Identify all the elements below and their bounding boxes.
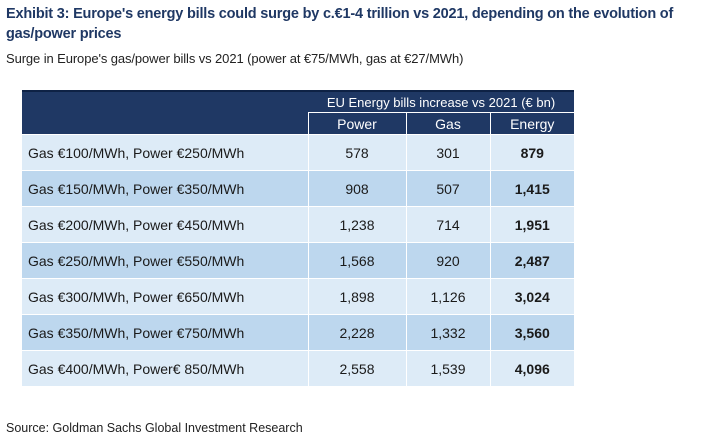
energy-value: 2,487 (489, 242, 575, 279)
energy-value: 3,024 (489, 278, 575, 315)
group-header-row: EU Energy bills increase vs 2021 (€ bn) (22, 90, 575, 113)
energy-bills-table: EU Energy bills increase vs 2021 (€ bn) … (22, 90, 575, 386)
column-header-power: Power (307, 112, 406, 135)
gas-value: 1,332 (405, 314, 490, 351)
energy-value: 1,951 (489, 206, 575, 243)
power-value: 908 (307, 170, 406, 207)
column-header-row: Power Gas Energy (22, 112, 575, 135)
gas-value: 1,126 (405, 278, 490, 315)
table-row: Gas €250/MWh, Power €550/MWh 1,568 920 2… (22, 242, 575, 279)
gas-value: 714 (405, 206, 490, 243)
exhibit-subtitle: Surge in Europe's gas/power bills vs 202… (6, 51, 464, 66)
gas-value: 301 (405, 134, 490, 171)
table-row: Gas €200/MWh, Power €450/MWh 1,238 714 1… (22, 206, 575, 243)
column-header-gas: Gas (405, 112, 490, 135)
energy-value: 879 (489, 134, 575, 171)
scenario-label: Gas €100/MWh, Power €250/MWh (22, 134, 308, 171)
scenario-label: Gas €150/MWh, Power €350/MWh (22, 170, 308, 207)
source-note: Source: Goldman Sachs Global Investment … (6, 421, 303, 435)
power-value: 2,228 (307, 314, 406, 351)
column-header-energy: Energy (489, 112, 575, 135)
power-value: 1,238 (307, 206, 406, 243)
energy-value: 4,096 (489, 350, 575, 386)
scenario-label: Gas €300/MWh, Power €650/MWh (22, 278, 308, 315)
power-value: 1,898 (307, 278, 406, 315)
power-value: 578 (307, 134, 406, 171)
scenario-label: Gas €400/MWh, Power€ 850/MWh (22, 350, 308, 386)
gas-value: 1,539 (405, 350, 490, 386)
table-row: Gas €350/MWh, Power €750/MWh 2,228 1,332… (22, 314, 575, 351)
gas-value: 507 (405, 170, 490, 207)
group-header: EU Energy bills increase vs 2021 (€ bn) (308, 90, 575, 113)
scenario-label: Gas €200/MWh, Power €450/MWh (22, 206, 308, 243)
header-blank-cell (22, 112, 308, 135)
table-row: Gas €100/MWh, Power €250/MWh 578 301 879 (22, 134, 575, 171)
energy-value: 1,415 (489, 170, 575, 207)
energy-value: 3,560 (489, 314, 575, 351)
power-value: 2,558 (307, 350, 406, 386)
table-row: Gas €150/MWh, Power €350/MWh 908 507 1,4… (22, 170, 575, 207)
power-value: 1,568 (307, 242, 406, 279)
table-row: Gas €400/MWh, Power€ 850/MWh 2,558 1,539… (22, 350, 575, 386)
exhibit-title: Exhibit 3: Europe's energy bills could s… (6, 6, 674, 42)
table-row: Gas €300/MWh, Power €650/MWh 1,898 1,126… (22, 278, 575, 315)
scenario-label: Gas €250/MWh, Power €550/MWh (22, 242, 308, 279)
gas-value: 920 (405, 242, 490, 279)
scenario-label: Gas €350/MWh, Power €750/MWh (22, 314, 308, 351)
header-blank-cell (22, 90, 308, 113)
